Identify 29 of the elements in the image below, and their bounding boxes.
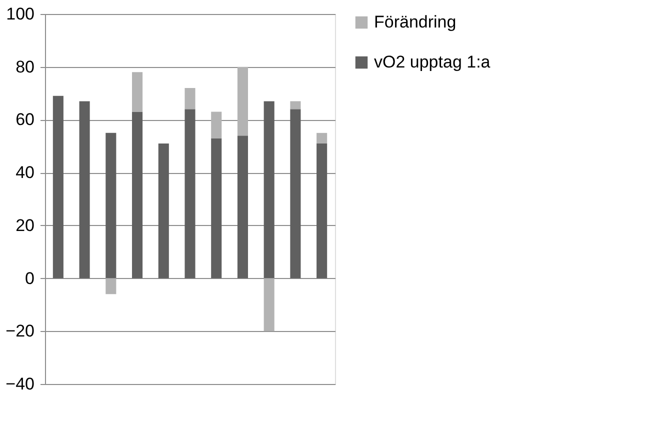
bar xyxy=(184,88,196,110)
bar xyxy=(211,138,222,278)
bar xyxy=(211,112,222,138)
bar xyxy=(316,144,328,278)
y-tick-label: 100 xyxy=(6,4,34,24)
bar xyxy=(264,101,274,278)
bar xyxy=(290,101,301,110)
y-tick-label: 20 xyxy=(16,216,34,235)
legend-label: vO2 upptag 1:a xyxy=(374,52,491,72)
bar xyxy=(106,132,116,278)
y-tick-label: −40 xyxy=(6,374,34,394)
bar xyxy=(237,136,248,278)
bar xyxy=(132,72,143,112)
bar xyxy=(158,144,169,278)
bar xyxy=(237,66,248,136)
legend-label: Förändring xyxy=(374,12,456,32)
y-tick-label: 60 xyxy=(16,110,34,130)
bar xyxy=(264,278,274,332)
bar xyxy=(79,101,90,278)
y-tick-label: −20 xyxy=(6,322,34,341)
bar xyxy=(52,96,64,278)
bar xyxy=(290,109,301,278)
bar xyxy=(132,112,143,278)
y-tick-label: 0 xyxy=(25,268,34,288)
bar xyxy=(106,278,116,294)
y-tick-label: 40 xyxy=(16,163,34,182)
y-tick-label: 80 xyxy=(16,57,34,76)
bar xyxy=(316,132,328,144)
bar xyxy=(184,109,196,278)
